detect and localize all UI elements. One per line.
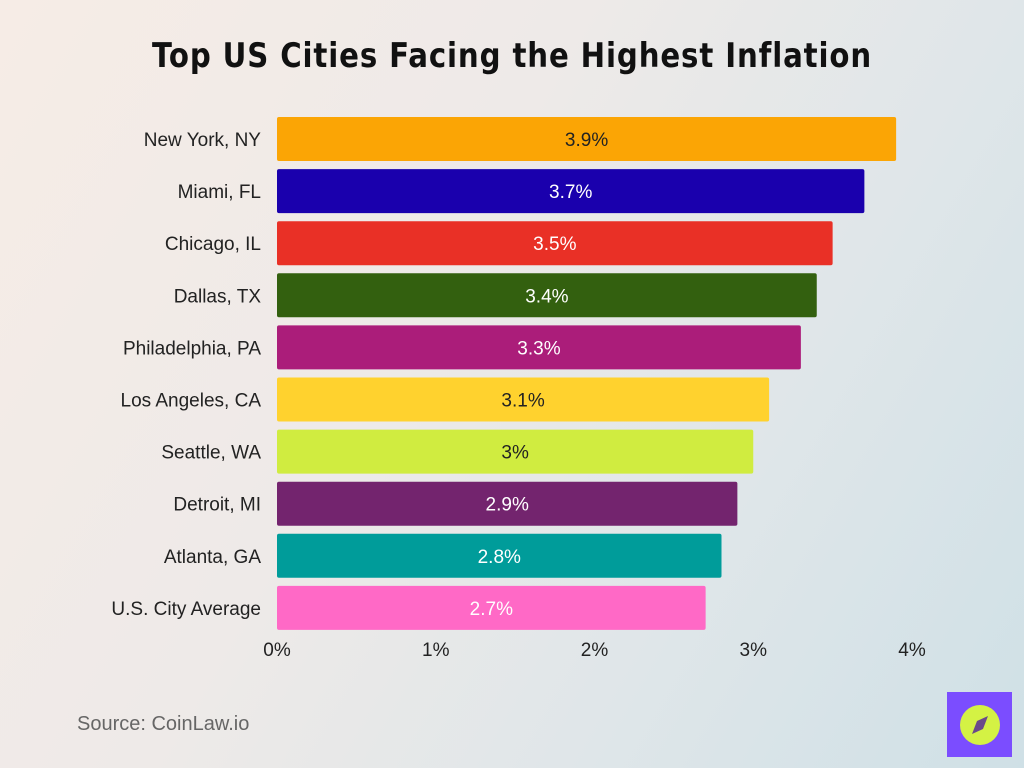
x-tick-label: 4%: [898, 640, 926, 661]
bar: [277, 169, 865, 214]
data-label: 3.3%: [517, 338, 560, 359]
logo: [947, 692, 1012, 757]
category-label: New York, NY: [144, 130, 262, 151]
x-tick-label: 0%: [263, 640, 291, 661]
x-tick-label: 3%: [740, 640, 768, 661]
data-label: 3%: [501, 443, 529, 464]
data-label: 3.1%: [501, 391, 544, 412]
compass-icon: [959, 704, 1000, 745]
bar: [277, 429, 754, 474]
category-label: Philadelphia, PA: [123, 338, 261, 359]
source-text: Source: CoinLaw.io: [77, 713, 250, 735]
data-label: 3.7%: [549, 182, 592, 203]
bar: [277, 221, 833, 266]
x-tick-label: 2%: [581, 640, 609, 661]
data-label: 3.5%: [533, 234, 576, 255]
data-label: 2.9%: [486, 495, 529, 516]
category-label: Atlanta, GA: [164, 547, 261, 568]
category-label: Dallas, TX: [174, 286, 262, 307]
bar: [277, 481, 738, 526]
category-label: Los Angeles, CA: [121, 391, 262, 412]
data-label: 3.4%: [525, 286, 568, 307]
bar: [277, 325, 801, 370]
bar: [277, 533, 722, 578]
chart-title: Top US Cities Facing the Highest Inflati…: [151, 36, 873, 76]
category-label: Miami, FL: [178, 182, 261, 203]
data-label: 2.7%: [470, 599, 513, 620]
x-tick-label: 1%: [422, 640, 450, 661]
category-label: U.S. City Average: [111, 599, 261, 620]
bar: [277, 273, 817, 318]
bar: [277, 585, 706, 630]
bar: [277, 117, 897, 161]
category-label: Detroit, MI: [173, 495, 261, 516]
bar-chart: 3.9% New York, NY 3.7% Miami, FL 3.5% Chicago…: [111, 117, 926, 661]
category-label: Seattle, WA: [161, 443, 261, 464]
category-label: Chicago, IL: [165, 234, 261, 255]
data-label: 2.8%: [478, 547, 521, 568]
data-label: 3.9%: [565, 130, 608, 151]
bar: [277, 377, 770, 422]
